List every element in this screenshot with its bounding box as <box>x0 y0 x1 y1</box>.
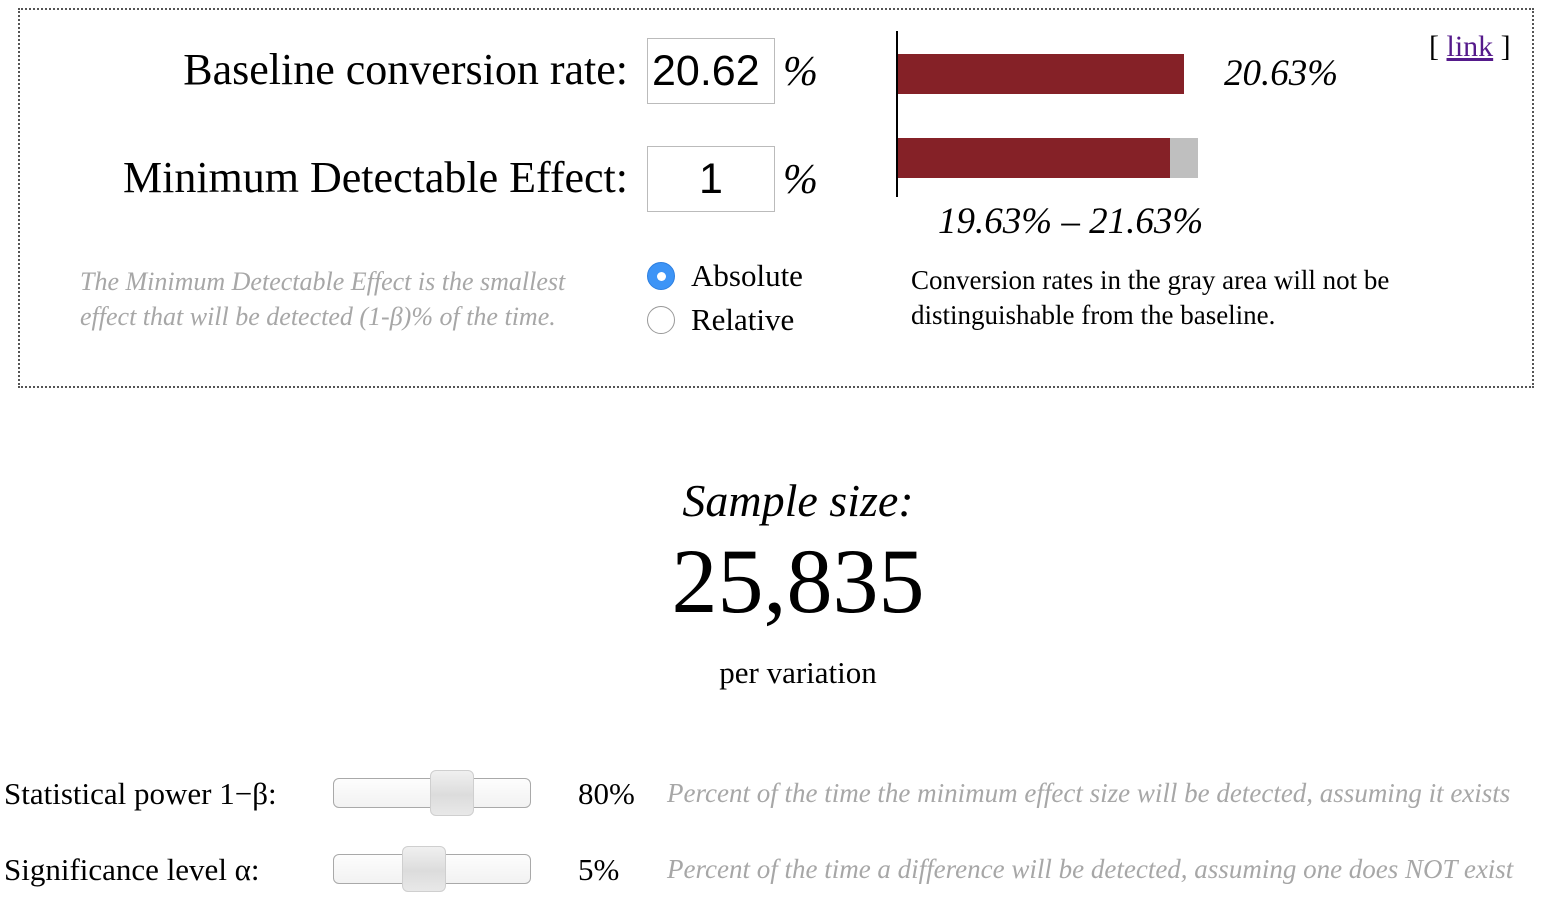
radio-label-relative[interactable]: Relative <box>691 302 795 337</box>
mde-help: The Minimum Detectable Effect is the sma… <box>80 264 640 334</box>
radio-absolute[interactable] <box>647 262 675 290</box>
baseline-bar <box>898 54 1184 94</box>
sample-size-unit: per variation <box>719 655 877 690</box>
radio-relative[interactable] <box>647 306 675 334</box>
mde-unit: % <box>783 157 818 203</box>
note-line: Conversion rates in the gray area will n… <box>911 265 1390 295</box>
sample-size-value: 25,835 <box>671 530 925 632</box>
power-value: 80% <box>578 776 635 811</box>
baseline-bar-value: 20.63% <box>1224 53 1339 94</box>
range-gray-bar <box>1169 138 1198 178</box>
significance-slider-thumb[interactable] <box>402 846 447 892</box>
radio-label-absolute[interactable]: Absolute <box>691 258 803 293</box>
significance-help: Percent of the time a difference will be… <box>667 854 1514 884</box>
power-label: Statistical power 1−β: <box>4 776 277 811</box>
mde-label: Minimum Detectable Effect: <box>122 153 628 202</box>
sample-size-title: Sample size: <box>682 475 914 526</box>
range-low-bar <box>898 138 1170 178</box>
gray-area-note: Conversion rates in the gray area will n… <box>911 263 1511 333</box>
mde-help-line: effect that will be detected (1-β)% of t… <box>80 302 556 331</box>
link-bracket-close: ] <box>1500 30 1511 63</box>
link-container: [ link ] <box>1429 30 1511 64</box>
baseline-input[interactable] <box>647 38 775 104</box>
range-label: 19.63% – 21.63% <box>938 201 1204 242</box>
power-slider[interactable] <box>333 770 531 816</box>
mde-input[interactable] <box>647 146 775 212</box>
power-slider-thumb[interactable] <box>429 770 474 816</box>
significance-slider[interactable] <box>333 846 531 892</box>
link-bracket-open: [ <box>1429 30 1439 63</box>
mde-help-line: The Minimum Detectable Effect is the sma… <box>80 267 566 296</box>
mde-mode-group: Absolute Relative <box>645 258 865 348</box>
bar-axis <box>896 31 898 197</box>
calculator-panel <box>18 8 1534 388</box>
baseline-unit: % <box>783 49 818 95</box>
significance-value: 5% <box>578 852 620 887</box>
significance-label: Significance level α: <box>4 852 260 887</box>
baseline-label: Baseline conversion rate: <box>183 45 628 94</box>
permalink[interactable]: link <box>1446 30 1494 63</box>
power-help: Percent of the time the minimum effect s… <box>667 778 1511 808</box>
note-line: distinguishable from the baseline. <box>911 300 1276 330</box>
